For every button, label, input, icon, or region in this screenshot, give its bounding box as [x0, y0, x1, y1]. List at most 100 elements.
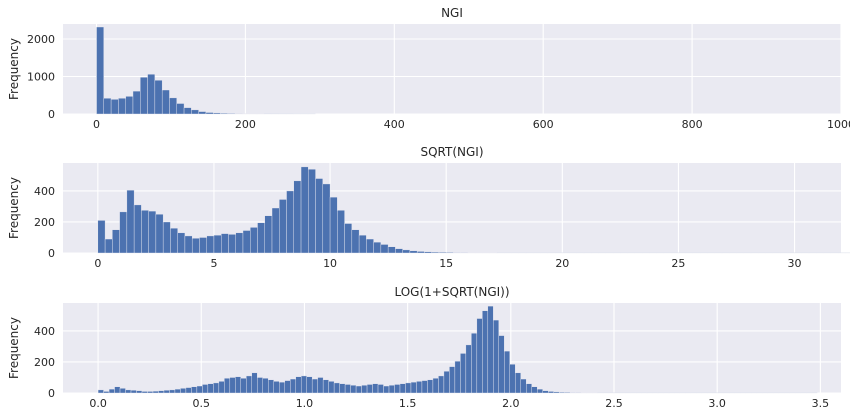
x-tick-label: 1.5 — [399, 397, 417, 410]
histogram-bar — [410, 381, 417, 394]
histogram-bar — [161, 89, 170, 115]
histogram-bar — [155, 214, 164, 254]
x-tick-label: 400 — [384, 118, 405, 131]
histogram-bar — [421, 380, 428, 394]
histogram-bar — [221, 233, 229, 254]
histogram-bar — [227, 113, 236, 115]
histogram-bar — [218, 381, 225, 394]
histogram-bar — [465, 344, 472, 394]
histogram-bar — [395, 248, 403, 254]
histogram-bar — [548, 391, 554, 394]
histogram-bar — [125, 96, 134, 115]
histogram-bar — [344, 384, 351, 394]
histogram-bar — [196, 385, 203, 394]
y-tick-label: 200 — [34, 216, 55, 229]
histogram-bar — [295, 376, 302, 394]
histogram-bar — [445, 252, 454, 254]
y-tick-label: 200 — [34, 356, 55, 369]
histogram-bar — [250, 227, 258, 254]
x-tick-label: 25 — [671, 257, 685, 270]
histogram-bar — [213, 112, 221, 115]
histogram-bar — [399, 383, 406, 394]
subplot-3: LOG(1+SQRT(NGI)) 0.0 0.5 1.0 1.5 2.0 2.5 3.0 3.5… — [7, 285, 841, 410]
histogram-bar — [537, 388, 543, 394]
histogram-bar — [110, 99, 119, 115]
histogram-bar — [380, 244, 389, 254]
histogram-bar — [520, 378, 527, 394]
histogram-bar — [104, 238, 113, 254]
histogram-bar — [553, 391, 560, 394]
histogram-bar — [130, 390, 137, 394]
histogram-bar — [118, 98, 126, 115]
histogram-bar — [373, 241, 382, 254]
histogram-bar — [387, 246, 396, 254]
histogram-bar — [183, 107, 192, 115]
histogram-bar — [220, 113, 229, 115]
histogram-bar — [515, 372, 521, 394]
histogram-bar — [199, 237, 207, 254]
histogram-bar — [279, 199, 287, 254]
histogram-bar — [126, 189, 135, 254]
y-tick-label: 0 — [48, 108, 55, 121]
subplot-1: NGI 0 200 400 600 800 1000 0 1000 2000 Frequency — [7, 6, 850, 131]
y-tick-label: 400 — [34, 185, 55, 198]
plot-area — [63, 24, 841, 114]
histogram-bar — [125, 389, 132, 394]
histogram-bar — [158, 390, 165, 394]
histogram-bar — [206, 235, 215, 254]
histogram-bar — [154, 80, 163, 115]
histogram-bar — [224, 378, 231, 394]
x-tick-label: 30 — [788, 257, 802, 270]
y-tick-label: 1000 — [27, 71, 55, 84]
histogram-bar — [279, 381, 285, 394]
x-tick-label: 20 — [555, 257, 569, 270]
histogram-bar — [460, 353, 467, 394]
histogram-bar — [273, 381, 280, 394]
histogram-bar — [482, 310, 489, 394]
histogram-bar — [185, 387, 192, 394]
histogram-bar — [358, 234, 367, 254]
subplot-title: NGI — [441, 6, 463, 20]
histogram-bar — [438, 375, 445, 394]
histogram-bar — [350, 385, 357, 394]
histogram-bar — [293, 180, 302, 254]
histogram-bar — [333, 382, 340, 394]
x-tick-label: 200 — [235, 118, 256, 131]
histogram-bar — [558, 392, 565, 394]
histogram-bar — [329, 196, 338, 254]
histogram-bar — [235, 232, 244, 254]
histogram-bar — [308, 169, 316, 254]
histogram-bar — [213, 382, 220, 394]
subplot-title: SQRT(NGI) — [420, 145, 483, 159]
plot-area — [63, 163, 841, 253]
histogram-bar — [416, 251, 425, 254]
histogram-bar — [377, 384, 384, 394]
histogram-bar — [174, 388, 181, 394]
histogram-bar — [322, 379, 329, 394]
histogram-bar — [251, 372, 258, 394]
histogram-bar — [246, 375, 252, 394]
histogram-bar — [235, 376, 242, 394]
histogram-bar — [531, 386, 538, 394]
histogram-bar — [141, 391, 148, 394]
histogram-bar — [432, 378, 439, 394]
y-tick-label: 2000 — [27, 33, 55, 46]
x-tick-label: 1000 — [827, 118, 850, 131]
histogram-bar — [438, 252, 447, 254]
histogram-bar — [207, 383, 214, 394]
histogram-bar — [191, 386, 198, 394]
histogram-bar — [262, 378, 269, 394]
histogram-bar — [344, 223, 353, 254]
histogram-bar — [170, 227, 178, 254]
x-tick-label: 3.5 — [812, 397, 830, 410]
x-tick-label: 600 — [533, 118, 554, 131]
histogram-bar — [315, 178, 324, 254]
histogram-bar — [213, 234, 222, 254]
histogram-bar — [388, 385, 395, 394]
histogram-bar — [133, 204, 142, 254]
histogram-bar — [361, 385, 368, 394]
histogram-bar — [290, 378, 296, 394]
histogram-bar — [96, 26, 104, 115]
x-tick-label: 15 — [439, 257, 453, 270]
histogram-bar — [542, 390, 549, 394]
